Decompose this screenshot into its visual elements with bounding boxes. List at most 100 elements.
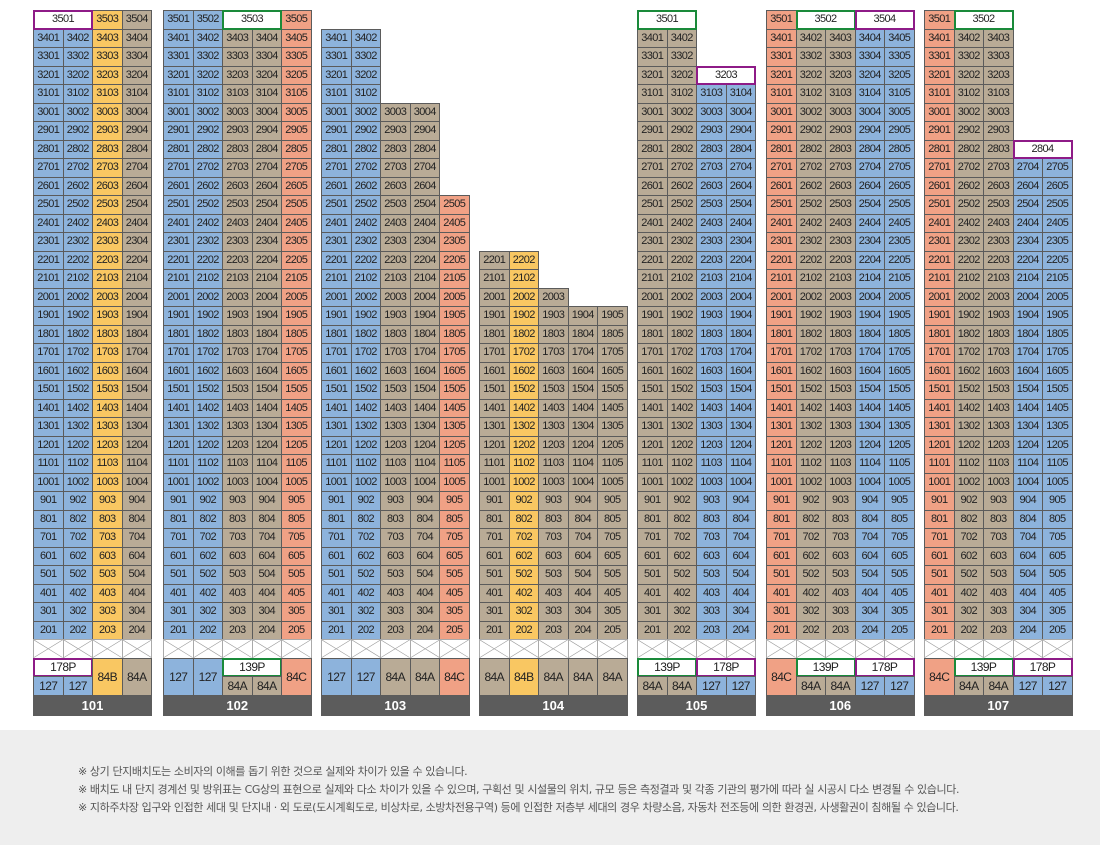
unit-cell: 3501 (924, 10, 955, 30)
unit-cell: 1004 (725, 472, 756, 492)
unit-cell: 1404 (854, 398, 885, 418)
unit-cell: 1604 (567, 361, 598, 381)
unit-cell: 2505 (281, 195, 312, 215)
unit-cell: 2701 (637, 158, 668, 178)
unit-cell: 1903 (825, 306, 856, 326)
unit-cell: 1504 (409, 380, 440, 400)
unit-cell: 704 (567, 528, 598, 548)
unit-cell: 1203 (538, 435, 569, 455)
penthouse-unit: 3504 (854, 10, 915, 30)
unit-cell: 1802 (953, 324, 984, 344)
unit-cell: 2801 (924, 139, 955, 159)
unit-cell: 1401 (766, 398, 797, 418)
unit-cell: 1103 (92, 454, 123, 474)
unit-cell: 1102 (350, 454, 381, 474)
unit-cell: 1801 (637, 324, 668, 344)
unit-cell: 704 (854, 528, 885, 548)
unit-type-label: 84A (222, 676, 253, 696)
unit-cell: 1505 (281, 380, 312, 400)
unit-cell: 2901 (924, 121, 955, 141)
unit-cell: 403 (825, 583, 856, 603)
unit-cell: 704 (725, 528, 756, 548)
unit-cell: 1901 (479, 306, 510, 326)
unit-cell: 902 (62, 491, 93, 511)
unit-cell: 803 (222, 509, 253, 529)
unit-cell: 2905 (281, 121, 312, 141)
unit-cell: 2904 (409, 121, 440, 141)
unit-cell: 1605 (597, 361, 628, 381)
unit-cell: 2604 (121, 176, 152, 196)
unit-cell: 1301 (766, 417, 797, 437)
unit-cell: 3104 (854, 84, 885, 104)
unit-cell: 1904 (854, 306, 885, 326)
unit-cell: 2001 (321, 287, 352, 307)
unit-cell: 401 (479, 583, 510, 603)
unit-cell: 3001 (637, 102, 668, 122)
unit-cell: 404 (725, 583, 756, 603)
unit-cell: 703 (825, 528, 856, 548)
unit-cell: 3105 (884, 84, 915, 104)
unit-cell: 2303 (696, 232, 727, 252)
unit-cell: 2202 (350, 250, 381, 270)
unit-cell: 1602 (953, 361, 984, 381)
unit-cell: 2904 (854, 121, 885, 141)
unit-type-label: 84C (281, 657, 312, 696)
unit-cell: 1101 (479, 454, 510, 474)
unit-cell: 1302 (508, 417, 539, 437)
unit-cell: 3402 (666, 28, 697, 48)
unit-cell: 3401 (924, 28, 955, 48)
unit-cell: 1803 (222, 324, 253, 344)
unit-cell: 1902 (192, 306, 223, 326)
unit-cell: 2605 (884, 176, 915, 196)
unit-cell: 2405 (1042, 213, 1073, 233)
unit-cell: 802 (666, 509, 697, 529)
unit-cell: 2702 (795, 158, 826, 178)
unit-cell: 1303 (222, 417, 253, 437)
unit-cell: 1503 (380, 380, 411, 400)
unit-cell: 2205 (1042, 250, 1073, 270)
unit-cell: 1302 (666, 417, 697, 437)
unit-cell: 2504 (409, 195, 440, 215)
unit-cell: 1902 (508, 306, 539, 326)
unit-cell: 2503 (380, 195, 411, 215)
unit-cell: 2703 (696, 158, 727, 178)
unit-cell: 2002 (192, 287, 223, 307)
unit-cell: 204 (567, 620, 598, 640)
unit-cell: 2201 (321, 250, 352, 270)
unit-cell: 302 (795, 602, 826, 622)
unit-cell: 3302 (192, 47, 223, 67)
unit-cell: 803 (696, 509, 727, 529)
unit-cell: 3101 (766, 84, 797, 104)
unit-cell: 1102 (795, 454, 826, 474)
unit-cell: 1403 (380, 398, 411, 418)
unit-cell: 1901 (321, 306, 352, 326)
unit-cell: 605 (884, 546, 915, 566)
unit-cell: 2803 (983, 139, 1014, 159)
unit-cell: 302 (953, 602, 984, 622)
unit-cell: 1704 (854, 343, 885, 363)
unit-cell: 2402 (350, 213, 381, 233)
unit-cell: 303 (222, 602, 253, 622)
unit-cell: 1902 (350, 306, 381, 326)
unit-cell: 1201 (33, 435, 64, 455)
unit-cell: 1702 (350, 343, 381, 363)
unit-cell: 3402 (192, 28, 223, 48)
unit-cell: 3503 (92, 10, 123, 30)
unit-cell: 3102 (795, 84, 826, 104)
unit-cell: 2003 (983, 287, 1014, 307)
unit-cell: 202 (666, 620, 697, 640)
unit-cell: 2604 (409, 176, 440, 196)
unit-cell: 1203 (222, 435, 253, 455)
unit-cell: 1204 (251, 435, 282, 455)
unit-cell: 502 (350, 565, 381, 585)
unit-cell: 3003 (983, 102, 1014, 122)
unit-cell: 2304 (854, 232, 885, 252)
pilotis-x-icon (637, 639, 668, 659)
unit-cell: 801 (766, 509, 797, 529)
pilotis-x-icon (92, 639, 123, 659)
unit-cell: 1905 (281, 306, 312, 326)
unit-cell: 2603 (983, 176, 1014, 196)
unit-cell: 2503 (825, 195, 856, 215)
unit-cell: 601 (479, 546, 510, 566)
unit-cell: 2001 (766, 287, 797, 307)
